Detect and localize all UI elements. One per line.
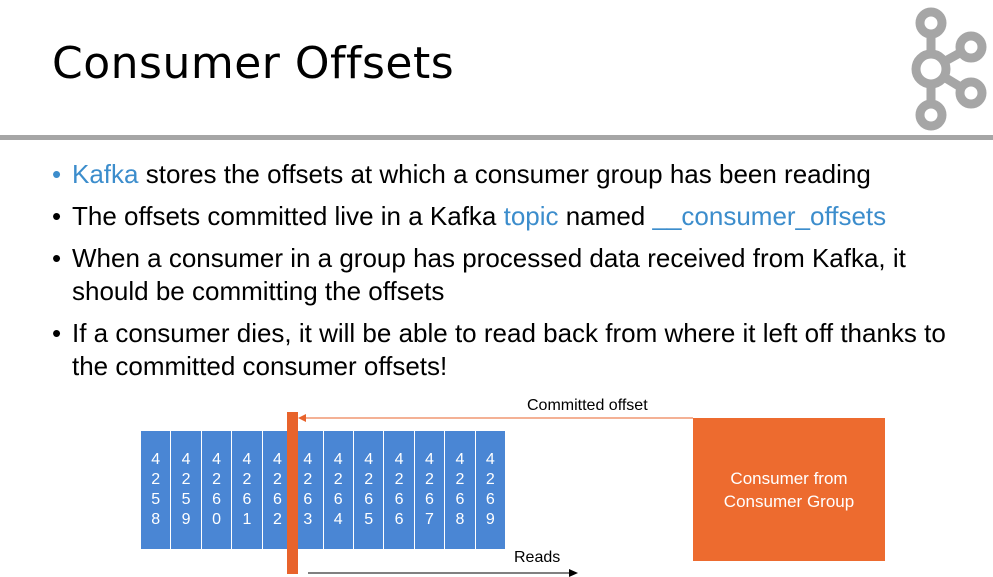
committed-offset-label: Committed offset bbox=[527, 397, 648, 414]
bullet-text: If a consumer dies, it will be able to r… bbox=[72, 318, 946, 381]
bullet-text: named bbox=[558, 201, 653, 231]
committed-offset-marker bbox=[287, 412, 298, 574]
bullet-item: • When a consumer in a group has processe… bbox=[52, 242, 982, 308]
highlighted-text: __consumer_offsets bbox=[652, 201, 887, 231]
bullet-dot: • bbox=[52, 318, 62, 348]
bullet-text: stores the offsets at which a consumer g… bbox=[138, 159, 871, 189]
bullet-dot: • bbox=[52, 159, 62, 189]
bullet-dot: • bbox=[52, 243, 62, 273]
title-divider bbox=[0, 135, 993, 140]
bullet-text: When a consumer in a group has processed… bbox=[72, 243, 906, 306]
highlighted-text: Kafka bbox=[72, 159, 139, 189]
kafka-logo-icon bbox=[911, 7, 987, 131]
bullet-text: The offsets committed live in a Kafka bbox=[72, 201, 504, 231]
slide-title: Consumer Offsets bbox=[52, 38, 455, 89]
highlighted-text: topic bbox=[503, 201, 559, 231]
bullet-dot: • bbox=[52, 201, 62, 231]
bullet-item: • If a consumer dies, it will be able to … bbox=[52, 317, 982, 383]
reads-label: Reads bbox=[514, 549, 561, 566]
bullet-item: • Kafka stores the offsets at which a con… bbox=[52, 158, 982, 191]
consumer-label-line1: Consumer from bbox=[730, 468, 848, 488]
consumer-label-line2: Consumer Group bbox=[723, 491, 855, 511]
bullet-item: • The offsets committed live in a Kafka t… bbox=[52, 200, 982, 233]
reads-arrowhead bbox=[569, 569, 578, 577]
consumer-box: Consumer from Consumer Group bbox=[693, 418, 885, 561]
committed-offset-arrowhead bbox=[298, 414, 306, 422]
bullet-list: • Kafka stores the offsets at which a con… bbox=[52, 158, 982, 392]
